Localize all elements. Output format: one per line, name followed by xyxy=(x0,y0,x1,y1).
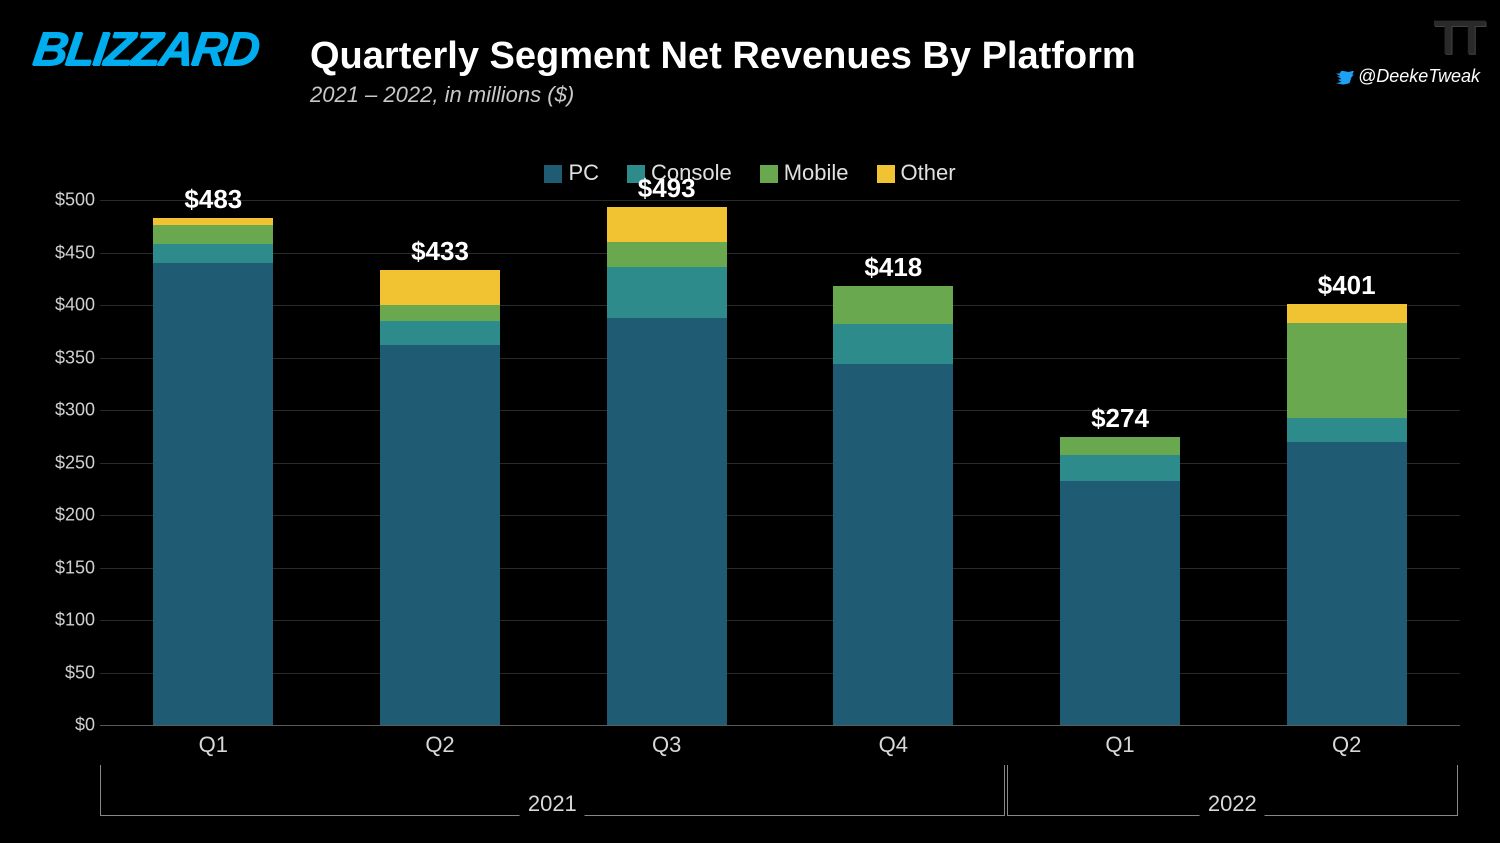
bar-segment-other xyxy=(153,218,273,225)
bar-segment-mobile xyxy=(1287,323,1407,419)
bar-segment-mobile xyxy=(1060,437,1180,455)
bar-segment-mobile xyxy=(380,305,500,321)
bar-segment-pc xyxy=(607,318,727,725)
bar: $418 xyxy=(833,286,953,725)
bar-segment-console xyxy=(1060,455,1180,481)
bar-segment-other xyxy=(380,270,500,305)
legend-label: Mobile xyxy=(784,160,849,185)
tweaktown-logo-icon: TT xyxy=(1336,20,1480,58)
y-axis-label: $450 xyxy=(50,242,95,263)
grid-line xyxy=(100,673,1460,674)
bar-segment-pc xyxy=(833,364,953,725)
legend-swatch xyxy=(544,165,562,183)
twitter-icon xyxy=(1336,71,1354,85)
y-axis-label: $0 xyxy=(50,715,95,736)
bar-segment-console xyxy=(1287,418,1407,441)
y-axis-label: $100 xyxy=(50,610,95,631)
plot-area: $0$50$100$150$200$250$300$350$400$450$50… xyxy=(100,200,1460,726)
grid-line xyxy=(100,253,1460,254)
bar-segment-pc xyxy=(380,345,500,725)
bar-total-label: $433 xyxy=(340,236,540,267)
y-axis-label: $200 xyxy=(50,505,95,526)
bar-segment-console xyxy=(607,267,727,317)
bar-total-label: $483 xyxy=(113,184,313,215)
bar-segment-console xyxy=(153,244,273,263)
y-axis-label: $500 xyxy=(50,190,95,211)
bar: $493 xyxy=(607,207,727,725)
grid-line xyxy=(100,620,1460,621)
bar: $483 xyxy=(153,218,273,725)
y-axis-label: $350 xyxy=(50,347,95,368)
grid-line xyxy=(100,568,1460,569)
chart-title: Quarterly Segment Net Revenues By Platfo… xyxy=(310,35,1136,78)
year-label: 2021 xyxy=(520,791,585,817)
bar-segment-pc xyxy=(1060,481,1180,725)
x-axis-label: Q1 xyxy=(1060,732,1180,758)
title-block: Quarterly Segment Net Revenues By Platfo… xyxy=(310,35,1136,108)
x-axis-label: Q4 xyxy=(833,732,953,758)
attribution-block: TT @DeekeTweak xyxy=(1336,20,1480,87)
bar-segment-pc xyxy=(1287,442,1407,726)
bar: $401 xyxy=(1287,304,1407,725)
year-group: 2021 xyxy=(100,765,1005,816)
bar-segment-other xyxy=(607,207,727,242)
x-axis-label: Q3 xyxy=(607,732,727,758)
bar: $433 xyxy=(380,270,500,725)
twitter-handle: @DeekeTweak xyxy=(1358,66,1480,86)
bar-segment-other xyxy=(1287,304,1407,323)
y-axis-label: $50 xyxy=(50,662,95,683)
blizzard-logo: BLIZZARD xyxy=(24,28,297,118)
bar-total-label: $493 xyxy=(567,173,767,204)
bar-segment-pc xyxy=(153,263,273,725)
year-label: 2022 xyxy=(1200,791,1265,817)
grid-line xyxy=(100,358,1460,359)
bar-segment-mobile xyxy=(607,242,727,267)
chart-area: $0$50$100$150$200$250$300$350$400$450$50… xyxy=(45,200,1465,810)
legend-label: Other xyxy=(901,160,956,185)
legend-item: Mobile xyxy=(760,160,849,186)
x-axis-label: Q2 xyxy=(380,732,500,758)
y-axis-label: $250 xyxy=(50,452,95,473)
grid-line xyxy=(100,463,1460,464)
grid-line xyxy=(100,305,1460,306)
bar-segment-console xyxy=(380,321,500,345)
year-group: 2022 xyxy=(1007,765,1458,816)
bar: $274 xyxy=(1060,437,1180,725)
y-axis-label: $300 xyxy=(50,400,95,421)
x-axis-label: Q2 xyxy=(1287,732,1407,758)
bar-segment-console xyxy=(833,324,953,364)
bar-total-label: $274 xyxy=(1020,403,1220,434)
grid-line xyxy=(100,515,1460,516)
chart-subtitle: 2021 – 2022, in millions ($) xyxy=(310,82,1136,108)
twitter-handle-line: @DeekeTweak xyxy=(1336,66,1480,87)
grid-line xyxy=(100,410,1460,411)
bar-total-label: $418 xyxy=(793,252,993,283)
legend-swatch xyxy=(877,165,895,183)
bar-segment-mobile xyxy=(833,286,953,324)
bar-segment-mobile xyxy=(153,225,273,244)
page-root: BLIZZARD Quarterly Segment Net Revenues … xyxy=(0,0,1500,843)
x-axis-label: Q1 xyxy=(153,732,273,758)
legend-item: Other xyxy=(877,160,956,186)
y-axis-label: $150 xyxy=(50,557,95,578)
y-axis-label: $400 xyxy=(50,295,95,316)
bar-total-label: $401 xyxy=(1247,270,1447,301)
